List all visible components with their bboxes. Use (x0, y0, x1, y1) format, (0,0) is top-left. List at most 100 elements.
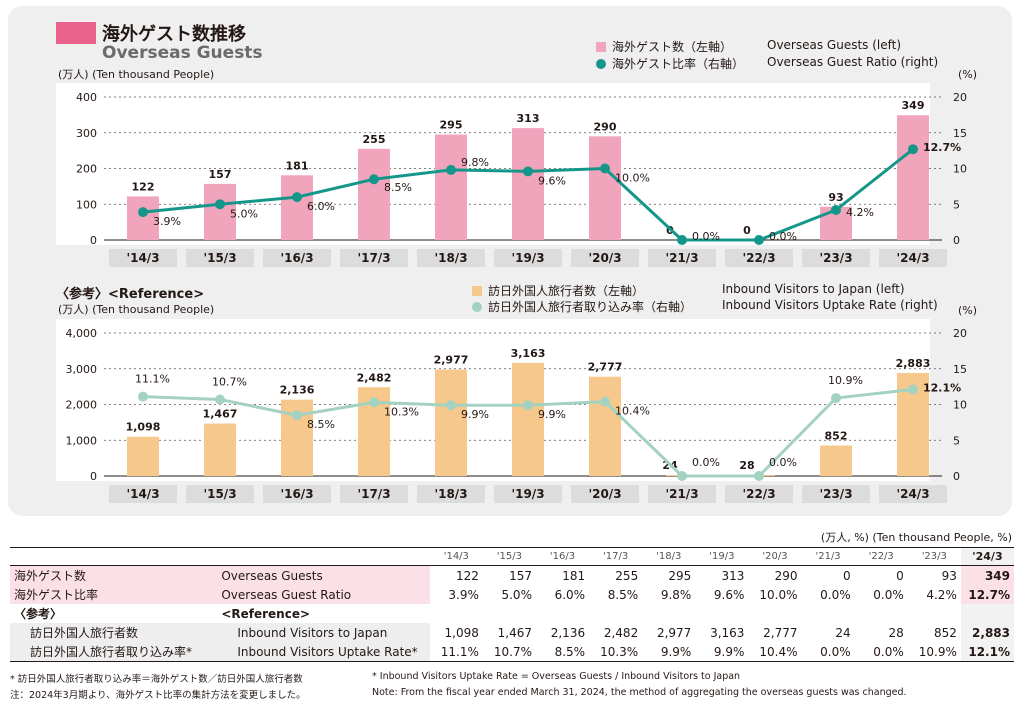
table-cell: 3.9% (448, 587, 479, 602)
x-tick-label: '15/3 (203, 251, 236, 265)
table-cell: 8.5% (607, 587, 639, 602)
table-row-label-en: Overseas Guests (217, 565, 430, 585)
ratio-data-label: 0.0% (769, 230, 797, 243)
table-cell: 157 (509, 568, 532, 583)
category-box (494, 485, 562, 503)
ratio-point (215, 394, 225, 405)
table-cell: 4.2% (926, 587, 957, 602)
bar-data-label: 290 (594, 120, 617, 133)
bar-data-label: 2,883 (896, 357, 931, 370)
ratio-point (600, 163, 610, 174)
ratio-point (677, 471, 687, 481)
y-tick-left: 0 (90, 234, 97, 247)
category-box (263, 249, 331, 267)
ratio-point (215, 199, 225, 210)
table-year-header: '23/3 (907, 547, 961, 566)
bar-data-label: 28 (739, 459, 754, 472)
category-box (109, 249, 177, 267)
legend1-bar-jp: 海外ゲスト数（左軸） (612, 40, 733, 54)
note-jp-2: 注：2024年3月期より、海外ゲスト比率の集計方法を変更しました。 (10, 690, 306, 701)
ratio-data-label: 10.9% (828, 374, 863, 387)
table-cell: 0 (896, 568, 904, 583)
unit-label-right-1: (%) (958, 68, 978, 81)
bar (358, 148, 390, 240)
y-tick-right: 20 (953, 327, 967, 340)
bar-data-label: 2,777 (588, 361, 623, 374)
ratio-data-label: 10.4% (615, 405, 650, 418)
table-row-label-jp: 訪日外国人旅行者数 (10, 623, 218, 642)
ratio-data-label: 8.5% (307, 418, 335, 431)
table-cell: 255 (615, 568, 639, 583)
bar (589, 136, 621, 240)
bar-data-label: 1,098 (126, 421, 161, 434)
table-cell (802, 604, 855, 623)
category-box (571, 485, 639, 503)
x-tick-label: '23/3 (819, 251, 852, 265)
table-year-header: '16/3 (535, 547, 590, 566)
legend2-bar-jp: 訪日外国人旅行者数（左軸） (488, 284, 645, 298)
table-year-header: '24/3 (960, 547, 1014, 566)
bar-data-label: 2,977 (434, 354, 469, 367)
ratio-data-label: 10.7% (212, 375, 247, 388)
ratio-point (369, 397, 379, 408)
table-year-header: '19/3 (695, 547, 749, 566)
table-year-header: '15/3 (482, 547, 536, 566)
table-cell (908, 604, 961, 623)
ratio-point (138, 207, 148, 218)
ratio-point (523, 166, 533, 177)
table-row: 海外ゲスト比率 Overseas Guest Ratio 3.9% 5.0% 6.0% 8… (10, 585, 1014, 604)
bar (512, 362, 544, 476)
y-tick-left: 0 (90, 470, 97, 483)
plot-area (56, 319, 930, 481)
plot-area (56, 83, 930, 245)
y-tick-right: 5 (953, 198, 960, 211)
table-cell: 10.7% (482, 642, 536, 662)
table-cell: 11.1% (429, 642, 483, 662)
bar-data-label: 93 (828, 191, 843, 204)
table-cell (695, 604, 748, 623)
unit-label-top: (万人) (Ten thousand People) (58, 68, 215, 81)
category-box (417, 249, 485, 267)
note-en-1: * Inbound Visitors Uptake Rate = Oversea… (372, 671, 741, 682)
legend2-line-en: Inbound Visitors Uptake Rate (right) (722, 298, 938, 312)
legend1-bar-swatch (596, 41, 606, 52)
ratio-data-label: 10.3% (384, 405, 419, 418)
table-cell: 5.0% (501, 587, 532, 602)
category-box (263, 485, 331, 503)
table-cell: 2,136 (550, 625, 586, 640)
bar (204, 183, 236, 240)
y-tick-left: 400 (76, 91, 97, 104)
table-cell: 9.8% (660, 587, 692, 602)
x-tick-label: '19/3 (511, 487, 544, 501)
ratio-point (138, 391, 148, 402)
bar-data-label: 852 (825, 430, 848, 443)
ratio-point (523, 400, 533, 411)
y-tick-right: 0 (953, 470, 960, 483)
overseas-guests-chart: 0 0 100 5 200 10 300 15 400 20 122 157 181 255 295 313 2… (56, 83, 967, 267)
table-unit: (万人, %) (Ten thousand People, %) (820, 531, 1012, 544)
ratio-point (908, 384, 918, 395)
table-cell: 313 (721, 568, 745, 583)
x-tick-label: '23/3 (819, 487, 852, 501)
table-cell (483, 604, 536, 623)
category-box (186, 249, 254, 267)
ratio-point (831, 393, 841, 404)
table-cell: 10.4% (748, 642, 802, 662)
category-box (417, 485, 485, 503)
category-box (725, 249, 793, 267)
table-row: 訪日外国人旅行者数 Inbound Visitors to Japan 1,098 1… (10, 623, 1014, 642)
legend2-bar-swatch (472, 285, 482, 296)
table-cell: 0 (843, 568, 851, 583)
legend1-line-swatch (596, 58, 606, 69)
table-cell: 10.0% (759, 587, 798, 602)
category-box (802, 485, 870, 503)
table-cell (430, 604, 483, 623)
category-box (571, 249, 639, 267)
ratio-data-label: 9.9% (538, 408, 566, 421)
table-cell (642, 604, 695, 623)
bar-data-label: 1,467 (203, 408, 238, 421)
table-cell: 290 (774, 568, 798, 583)
table-row-label-jp: 訪日外国人旅行者取り込み率* (10, 642, 218, 662)
ratio-data-label: 3.9% (153, 215, 181, 228)
category-box (340, 485, 408, 503)
